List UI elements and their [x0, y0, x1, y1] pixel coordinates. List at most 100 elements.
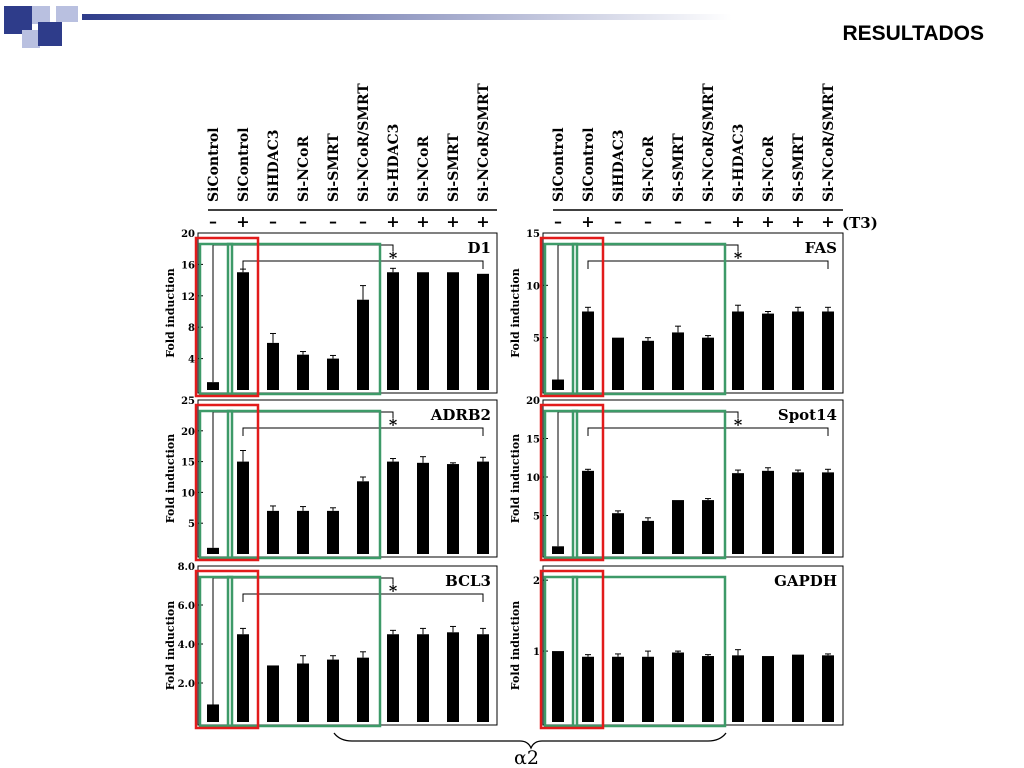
y-tick-label: 2 [533, 576, 540, 587]
bar [612, 513, 624, 554]
deco-square-4 [38, 22, 62, 46]
bar [207, 704, 219, 722]
y-tick-label: 8.0 [178, 562, 195, 573]
condition-label: Si-NCoR/SMRT [356, 83, 372, 202]
condition-label: SiControl [581, 127, 597, 202]
bar [762, 470, 774, 554]
highlight-box-red [539, 569, 605, 730]
y-tick-label: 5 [533, 334, 540, 345]
y-tick-label: 20 [181, 427, 195, 438]
bar [327, 358, 339, 390]
bar [447, 272, 459, 390]
bar [207, 382, 219, 390]
bar [552, 379, 564, 390]
panel-gapdh: 1 2 Fold induction GAPDH [509, 565, 844, 730]
significance-bracket [242, 427, 484, 436]
condition-label: Si-SMRT [671, 133, 687, 202]
bar [792, 654, 804, 722]
y-axis-label: Fold induction [164, 268, 177, 357]
bar [477, 634, 489, 722]
y-tick-label: 8 [188, 323, 195, 334]
y-tick-label: 10 [526, 473, 540, 484]
bar [762, 656, 774, 722]
condition-label: Si-NCoR/SMRT [476, 83, 492, 202]
y-tick-label: 5 [188, 519, 195, 530]
bar [552, 546, 564, 554]
bar [822, 472, 834, 554]
y-axis-label: Fold induction [164, 601, 177, 690]
highlight-box-green [198, 409, 234, 560]
t3-sign: + [731, 212, 744, 231]
bar [552, 651, 564, 722]
highlight-box-green [226, 409, 382, 560]
bar [297, 510, 309, 554]
highlight-box-red [194, 236, 260, 398]
panel-adrb2: 5 10 15 20 25 Fold induction ADRB2 * [164, 396, 498, 562]
condition-label: Si-SMRT [326, 133, 342, 202]
bar [447, 464, 459, 554]
panel-title: BCL3 [445, 572, 491, 590]
bar [792, 472, 804, 554]
significance-star: * [389, 248, 398, 267]
t3-sign: + [581, 212, 594, 231]
t3-sign: + [476, 212, 489, 231]
y-axis-label: Fold induction [509, 601, 522, 690]
y-tick-label: 6.0 [178, 601, 195, 612]
panel-title: ADRB2 [430, 406, 491, 424]
bar [297, 354, 309, 390]
significance-star: * [734, 248, 743, 267]
t3-sign: – [329, 212, 337, 231]
panel-spot14: 5 10 15 20 Fold induction Spot14 * [509, 396, 844, 562]
bar [702, 337, 714, 390]
t3-sign: – [209, 212, 217, 231]
condition-label: Si-NCoR [416, 135, 432, 202]
highlight-box-red [194, 569, 260, 730]
bar [237, 272, 249, 390]
condition-label: SiControl [551, 127, 567, 202]
y-tick-label: 15 [526, 435, 540, 446]
panel-fas: 5 10 15 Fold induction FAS * [509, 229, 844, 398]
t3-sign: + [446, 212, 459, 231]
bar [387, 272, 399, 390]
t3-label: (T3) [842, 214, 878, 232]
y-tick-label: 4.0 [178, 640, 195, 651]
bar [237, 634, 249, 722]
bar [417, 634, 429, 722]
condition-label: SiControl [236, 127, 252, 202]
bar [477, 273, 489, 390]
condition-label: Si-NCoR/SMRT [701, 83, 717, 202]
bar [702, 656, 714, 722]
condition-label: SiHDAC3 [611, 129, 627, 202]
panel-title: GAPDH [774, 572, 837, 590]
bar [642, 340, 654, 390]
bar [447, 632, 459, 722]
condition-header-right: SiControl SiControl SiHDAC3 Si-NCoR Si-SMRT S… [551, 83, 843, 231]
bar [267, 510, 279, 554]
y-tick-label: 10 [181, 488, 195, 499]
condition-label: Si-SMRT [446, 133, 462, 202]
bar [822, 311, 834, 390]
panel-title: FAS [805, 239, 837, 257]
bar [612, 656, 624, 722]
highlight-box-green [571, 575, 727, 728]
y-tick-label: 5 [533, 512, 540, 523]
deco-square-2 [32, 6, 50, 24]
t3-sign: – [614, 212, 622, 231]
title-rule [82, 14, 732, 20]
t3-sign: – [674, 212, 682, 231]
bar [582, 656, 594, 722]
bar [672, 500, 684, 554]
t3-sign: + [821, 212, 834, 231]
bar [327, 510, 339, 554]
y-axis-label: Fold induction [509, 268, 522, 357]
condition-label: SiHDAC3 [266, 129, 282, 202]
t3-sign: – [359, 212, 367, 231]
condition-label: SiControl [206, 127, 222, 202]
significance-bracket [587, 260, 829, 269]
bar [792, 311, 804, 390]
condition-label: Si-HDAC3 [386, 124, 402, 202]
highlight-box-green [198, 575, 234, 728]
significance-star: * [389, 581, 398, 600]
bar [732, 655, 744, 722]
y-tick-label: 15 [181, 458, 195, 469]
